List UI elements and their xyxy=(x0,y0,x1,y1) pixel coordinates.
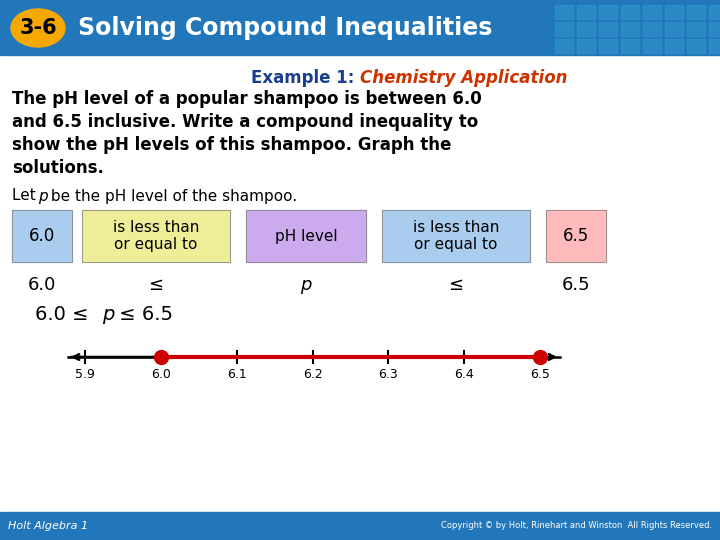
Bar xyxy=(599,5,617,19)
Bar xyxy=(643,39,661,53)
Text: 6.5: 6.5 xyxy=(562,276,590,294)
Bar xyxy=(246,210,366,262)
Bar xyxy=(555,39,573,53)
Text: Copyright © by Holt, Rinehart and Winston  All Rights Reserved.: Copyright © by Holt, Rinehart and Winsto… xyxy=(441,522,712,530)
Bar xyxy=(82,210,230,262)
Text: 6.0: 6.0 xyxy=(28,276,56,294)
Bar xyxy=(599,39,617,53)
Bar xyxy=(621,22,639,36)
Text: p: p xyxy=(102,306,114,325)
Bar xyxy=(382,210,530,262)
Bar xyxy=(687,39,705,53)
Text: or equal to: or equal to xyxy=(414,237,498,252)
Bar xyxy=(546,210,606,262)
Text: be the pH level of the shampoo.: be the pH level of the shampoo. xyxy=(46,188,297,204)
Text: 6.2: 6.2 xyxy=(302,368,323,381)
Text: Let: Let xyxy=(12,188,40,204)
Text: 3-6: 3-6 xyxy=(19,18,57,38)
Text: Chemistry Application: Chemistry Application xyxy=(360,69,567,87)
Text: 6.0: 6.0 xyxy=(29,227,55,245)
Text: 6.4: 6.4 xyxy=(454,368,474,381)
Bar xyxy=(382,210,530,262)
Bar xyxy=(665,39,683,53)
Bar xyxy=(246,210,366,262)
Bar xyxy=(82,210,230,262)
Bar xyxy=(599,22,617,36)
Text: or equal to: or equal to xyxy=(114,237,198,252)
Bar xyxy=(555,5,573,19)
Text: 6.0 ≤: 6.0 ≤ xyxy=(35,306,95,325)
Bar xyxy=(643,5,661,19)
Text: Example 1:: Example 1: xyxy=(251,69,360,87)
Bar xyxy=(577,39,595,53)
Bar xyxy=(546,210,606,262)
Bar xyxy=(687,5,705,19)
Text: ≤: ≤ xyxy=(449,276,464,294)
Bar xyxy=(555,22,573,36)
Bar xyxy=(0,0,720,55)
Text: show the pH levels of this shampoo. Graph the: show the pH levels of this shampoo. Grap… xyxy=(12,136,451,154)
Bar xyxy=(0,55,720,512)
Text: p: p xyxy=(300,276,312,294)
Bar xyxy=(665,22,683,36)
Text: p: p xyxy=(38,188,48,204)
Text: 6.0: 6.0 xyxy=(151,368,171,381)
Text: Holt Algebra 1: Holt Algebra 1 xyxy=(8,521,88,531)
Bar xyxy=(12,210,72,262)
Bar xyxy=(577,22,595,36)
Bar xyxy=(12,210,72,262)
Text: is less than: is less than xyxy=(113,220,199,235)
Text: pH level: pH level xyxy=(275,228,337,244)
Bar xyxy=(665,5,683,19)
Text: Solving Compound Inequalities: Solving Compound Inequalities xyxy=(78,16,492,40)
Text: is less than: is less than xyxy=(413,220,499,235)
Text: 6.3: 6.3 xyxy=(379,368,398,381)
Text: solutions.: solutions. xyxy=(12,159,104,177)
Text: and 6.5 inclusive. Write a compound inequality to: and 6.5 inclusive. Write a compound ineq… xyxy=(12,113,478,131)
Ellipse shape xyxy=(11,9,65,47)
Bar xyxy=(709,39,720,53)
Bar xyxy=(687,22,705,36)
Bar xyxy=(0,512,720,540)
Bar xyxy=(643,22,661,36)
Text: 6.5: 6.5 xyxy=(563,227,589,245)
Text: ≤ 6.5: ≤ 6.5 xyxy=(113,306,173,325)
Bar xyxy=(577,5,595,19)
Bar xyxy=(621,39,639,53)
Text: ≤: ≤ xyxy=(148,276,163,294)
Text: 6.1: 6.1 xyxy=(227,368,246,381)
Text: The pH level of a popular shampoo is between 6.0: The pH level of a popular shampoo is bet… xyxy=(12,90,482,108)
Text: 6.5: 6.5 xyxy=(530,368,550,381)
Bar xyxy=(709,5,720,19)
Text: 5.9: 5.9 xyxy=(75,368,95,381)
Bar xyxy=(621,5,639,19)
Bar xyxy=(709,22,720,36)
